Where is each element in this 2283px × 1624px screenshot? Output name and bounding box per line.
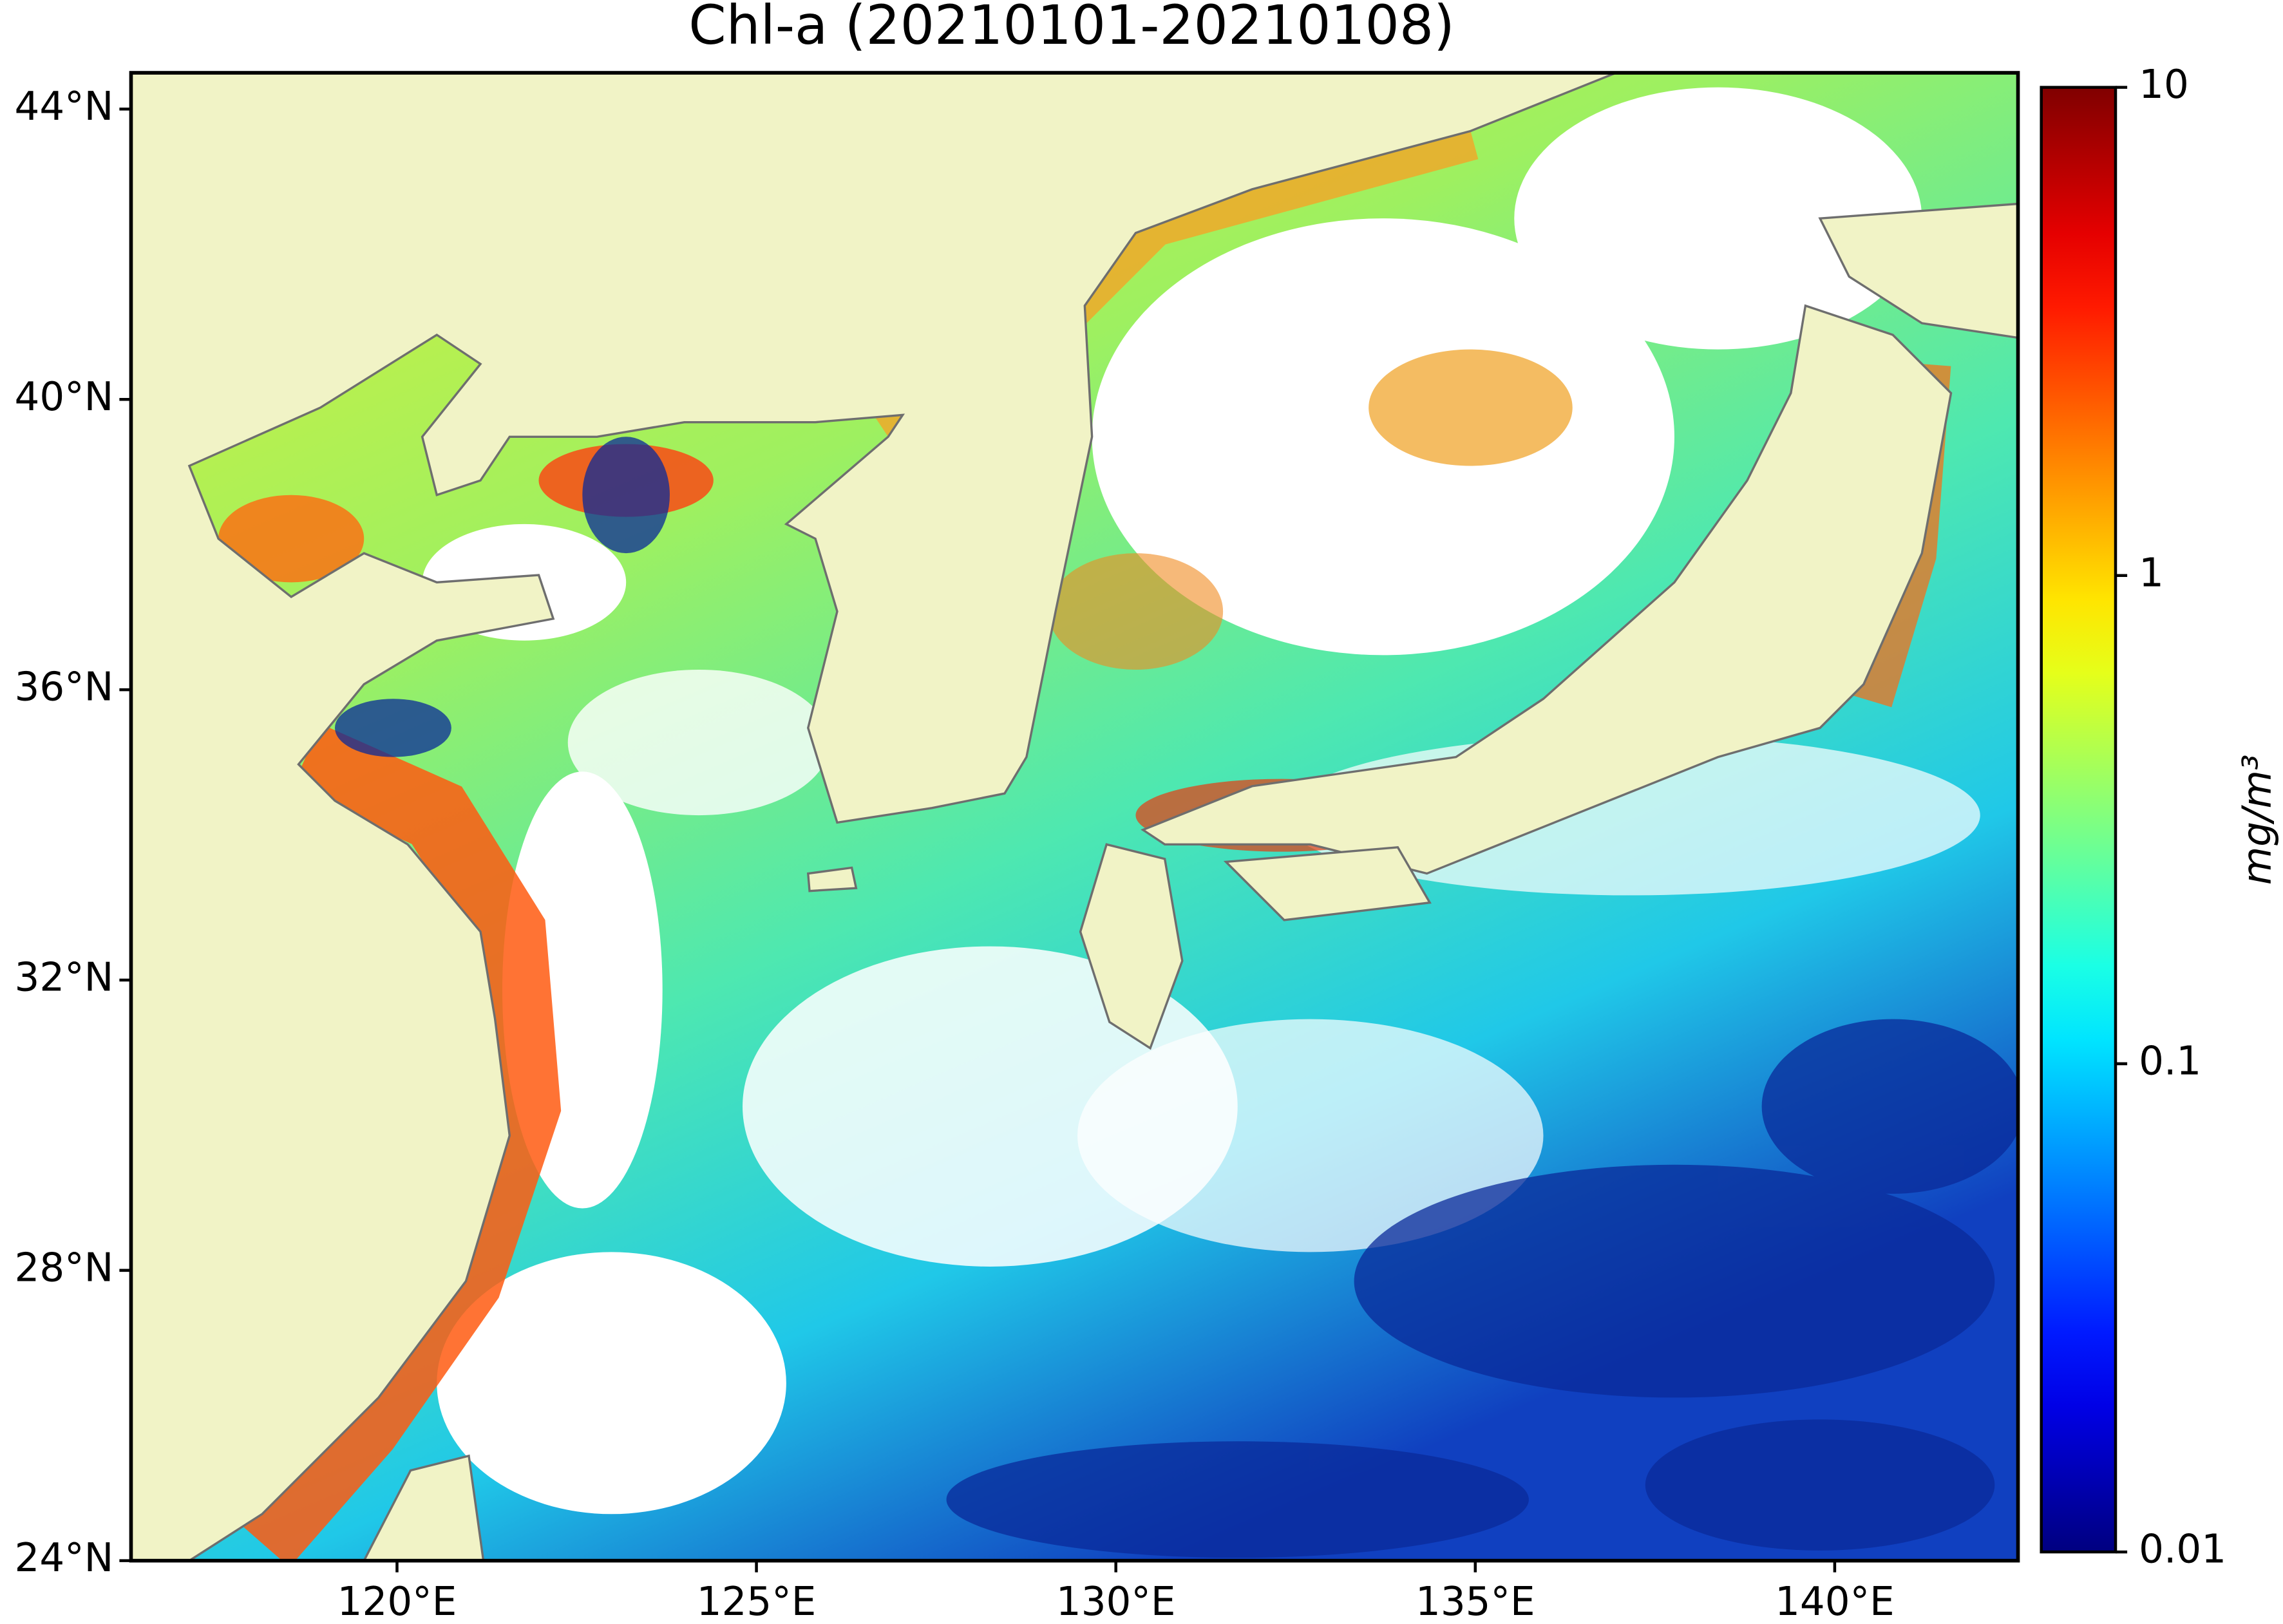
y-tick-label: 44°N [15, 84, 114, 129]
colorbar-tick-label: 1 [2139, 550, 2164, 596]
colorbar-tick-label: 10 [2139, 62, 2189, 108]
colorbar [2040, 86, 2117, 1554]
colorbar-tick-label: 0.1 [2139, 1039, 2201, 1084]
y-tick-label: 24°N [15, 1535, 114, 1581]
continent [131, 73, 1617, 1561]
y-tick-label: 28°N [15, 1245, 114, 1290]
x-tick-label: 125°E [697, 1579, 817, 1624]
map-title: Chl-a (20210101-20210108) [688, 0, 1455, 57]
y-tick-label: 32°N [15, 955, 114, 1001]
y-tick-label: 40°N [15, 374, 114, 420]
x-tick-label: 135°E [1416, 1579, 1535, 1624]
honshu [1141, 304, 1953, 875]
jeju [806, 866, 858, 892]
x-tick-label: 120°E [337, 1579, 457, 1624]
low-chl-patches [334, 437, 2018, 1558]
colorbar-label: mg/m³ [2234, 755, 2280, 885]
clouds [422, 87, 1980, 1515]
x-tick-label: 140°E [1775, 1579, 1895, 1624]
colorbar-tick-label: 0.01 [2139, 1527, 2226, 1572]
shikoku [1223, 846, 1432, 921]
hokkaido [1818, 202, 2018, 339]
y-tick-label: 36°N [15, 665, 114, 710]
map-field [131, 73, 2018, 1561]
x-tick-label: 130°E [1056, 1579, 1176, 1624]
taiwan [363, 1454, 485, 1561]
map-frame [129, 71, 2020, 1563]
kyushu [1079, 843, 1184, 1050]
